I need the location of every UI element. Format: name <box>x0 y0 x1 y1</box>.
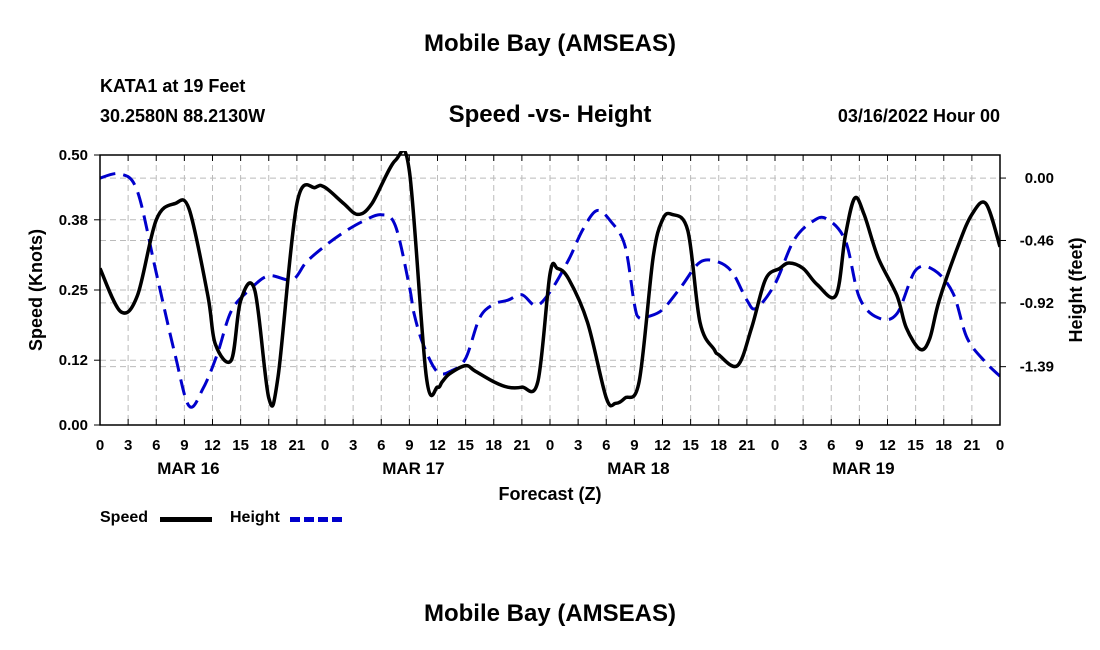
x-tick-label: 12 <box>654 437 671 454</box>
x-tick-label: 6 <box>602 437 610 454</box>
x-tick-label: 3 <box>349 437 357 454</box>
x-tick-label: 21 <box>514 437 531 454</box>
x-tick-label: 18 <box>935 437 952 454</box>
x-tick-label: 6 <box>827 437 835 454</box>
plot-title: Speed -vs- Height <box>448 101 652 128</box>
x-tick-label: 15 <box>907 437 924 454</box>
y-tick-label-left: 0.50 <box>59 147 88 164</box>
x-tick-label: 15 <box>457 437 474 454</box>
day-label: MAR 17 <box>382 459 444 478</box>
day-label: MAR 16 <box>157 459 219 478</box>
y-tick-label-left: 0.38 <box>59 212 88 229</box>
x-tick-label: 18 <box>260 437 277 454</box>
station-name: KATA1 at 19 Feet <box>100 76 246 96</box>
x-tick-label: 6 <box>152 437 160 454</box>
y-axis-label-left: Speed (Knots) <box>26 229 46 351</box>
y-tick-label-right: -0.46 <box>1020 232 1054 249</box>
x-tick-label: 0 <box>96 437 104 454</box>
x-tick-label: 15 <box>682 437 699 454</box>
x-tick-label: 21 <box>964 437 981 454</box>
x-tick-label: 21 <box>739 437 756 454</box>
x-tick-label: 0 <box>546 437 554 454</box>
x-tick-label: 9 <box>180 437 188 454</box>
y-tick-label-left: 0.25 <box>59 282 88 299</box>
x-tick-label: 0 <box>771 437 779 454</box>
series-lines <box>100 151 1000 409</box>
x-tick-label: 15 <box>232 437 249 454</box>
legend-height-swatch <box>290 517 342 522</box>
y-tick-label-right: -1.39 <box>1020 359 1054 376</box>
x-tick-label: 12 <box>204 437 221 454</box>
x-tick-label: 9 <box>405 437 413 454</box>
day-label: MAR 18 <box>607 459 669 478</box>
x-tick-label: 3 <box>574 437 582 454</box>
day-label: MAR 19 <box>832 459 894 478</box>
x-tick-label: 3 <box>799 437 807 454</box>
legend-speed-swatch <box>160 517 212 522</box>
legend-height-label: Height <box>230 509 280 526</box>
x-tick-label: 18 <box>710 437 727 454</box>
x-tick-label: 0 <box>996 437 1004 454</box>
series-line-speed <box>100 151 1000 408</box>
y-tick-label-left: 0.12 <box>59 352 88 369</box>
run-time: 03/16/2022 Hour 00 <box>837 106 1000 126</box>
station-coordinates: 30.2580N 88.2130W <box>100 106 266 126</box>
x-axis-label: Forecast (Z) <box>498 484 601 504</box>
x-tick-label: 0 <box>321 437 329 454</box>
x-tick-label: 18 <box>485 437 502 454</box>
x-tick-label: 6 <box>377 437 385 454</box>
y-tick-label-left: 0.00 <box>59 417 88 434</box>
grid <box>100 155 1000 425</box>
y-axis-label-right: Height (feet) <box>1066 238 1086 343</box>
x-tick-label: 9 <box>630 437 638 454</box>
x-tick-label: 21 <box>289 437 306 454</box>
y-tick-label-right: 0.00 <box>1025 170 1054 187</box>
y-tick-label-right: -0.92 <box>1020 295 1054 312</box>
x-tick-label: 3 <box>124 437 132 454</box>
footer-title: Mobile Bay (AMSEAS) <box>423 600 677 627</box>
x-tick-label: 9 <box>855 437 863 454</box>
legend-speed-label: Speed <box>100 509 149 526</box>
x-tick-label: 12 <box>429 437 446 454</box>
x-tick-label: 12 <box>879 437 896 454</box>
main-title: Mobile Bay (AMSEAS) <box>423 30 677 57</box>
axis-ticks: 0 3 6 9 12 15 18 21 0 3 6 9 12 15 18 21 0 3 6 9 12 15 18 21 0 3 6 9… <box>59 147 1054 478</box>
